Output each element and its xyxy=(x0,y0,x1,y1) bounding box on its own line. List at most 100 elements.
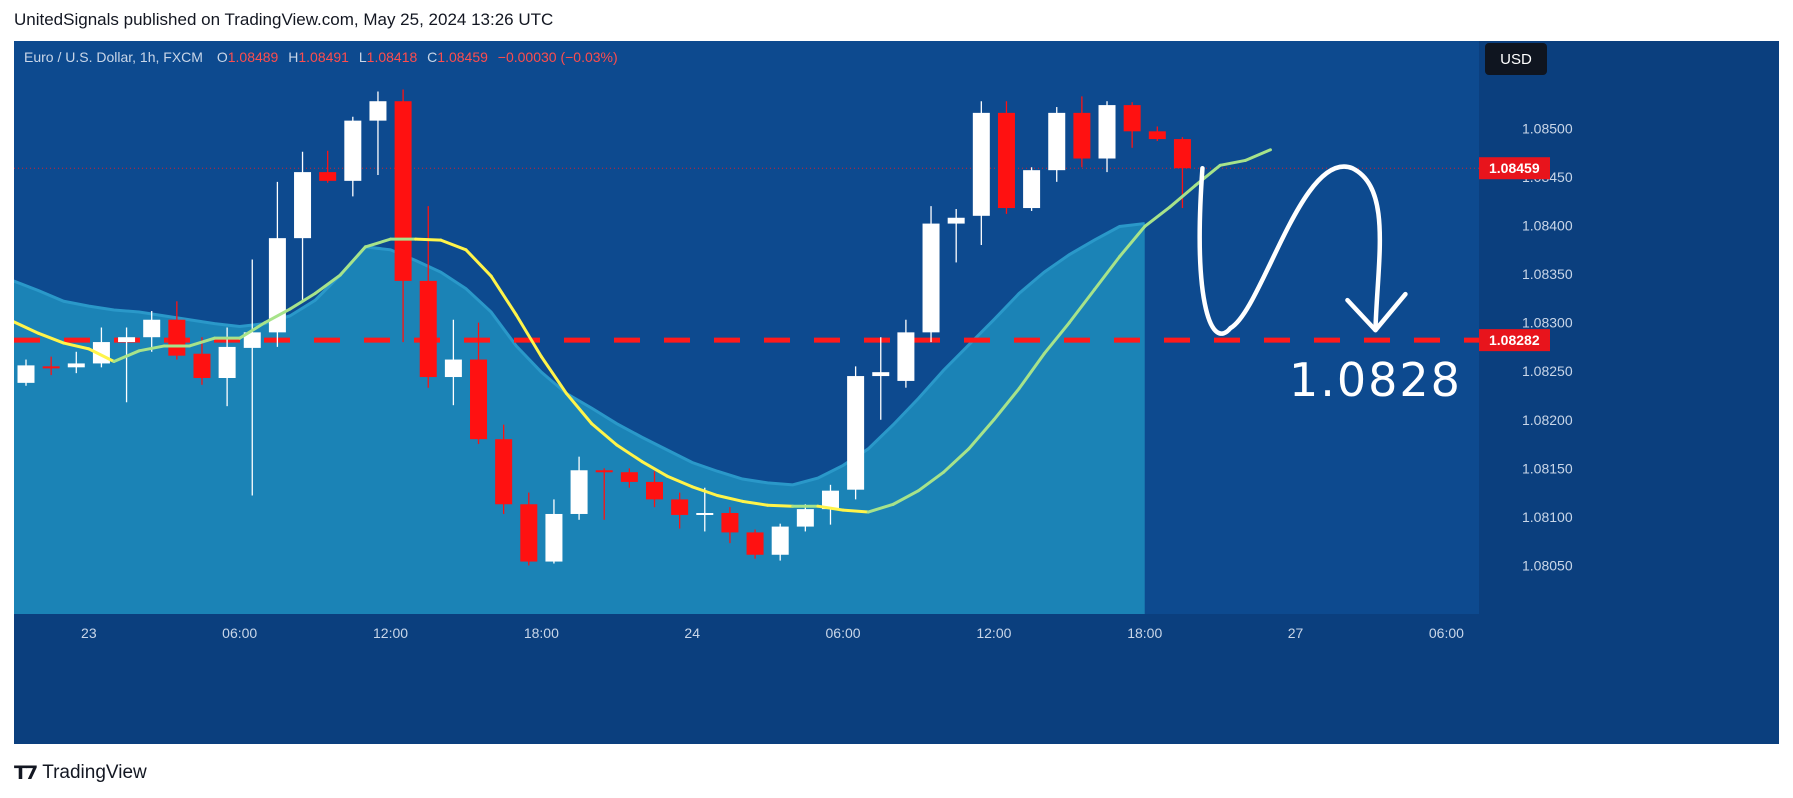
time-axis: 23 06:00 12:00 18:00 24 06:00 12:00 18:00 27 06:0… xyxy=(81,625,1464,641)
candle-up xyxy=(444,319,462,406)
price-tick-label: 1.08200 xyxy=(1522,412,1573,428)
candle-up xyxy=(897,319,915,388)
time-tick-label: 06:00 xyxy=(222,625,257,641)
candle-down xyxy=(620,468,638,488)
candle-body xyxy=(67,363,85,368)
price-tick-label: 1.08250 xyxy=(1522,363,1573,379)
ema-segment xyxy=(690,485,719,498)
ema-line xyxy=(14,148,1272,514)
candle-up xyxy=(118,327,136,403)
time-tick-label: 12:00 xyxy=(373,625,408,641)
candle-body xyxy=(419,280,437,378)
candle-body xyxy=(1098,105,1116,159)
moving-average-area xyxy=(14,222,1145,614)
open-value: 1.08489 xyxy=(228,49,279,65)
candle-down xyxy=(646,471,663,508)
ema-segment xyxy=(916,470,946,493)
ema-segment xyxy=(816,504,845,512)
candle-down xyxy=(495,424,513,514)
candle-body xyxy=(1073,112,1091,159)
change-value: −0.00030 (−0.03%) xyxy=(498,49,618,65)
candle-body xyxy=(771,526,789,555)
ema-segment xyxy=(37,331,66,345)
price-scale-panel[interactable] xyxy=(1479,41,1779,744)
ema-segment xyxy=(313,273,342,296)
ema-segment xyxy=(87,347,116,363)
chart-panel[interactable]: 1.0828 1.085001.084501.084001.083501.083… xyxy=(14,41,1779,744)
ema-segment xyxy=(1243,148,1272,162)
ema-segment xyxy=(1092,255,1122,292)
last-price-tag-bg xyxy=(1479,157,1550,180)
currency-badge[interactable]: USD xyxy=(1485,43,1547,75)
candle-body xyxy=(671,499,689,515)
projection-annotation: 1.0828 xyxy=(1197,164,1460,407)
ema-segment xyxy=(992,387,1021,422)
ema-segment xyxy=(615,443,644,464)
last-price-tag: 1.08459 xyxy=(1489,160,1540,176)
candle-body xyxy=(394,101,412,281)
candle-up xyxy=(143,310,161,352)
tradingview-logo-icon: T7 xyxy=(14,762,38,784)
ema-segment xyxy=(766,503,795,508)
ema-segment xyxy=(866,502,895,514)
ema-segment xyxy=(1218,158,1247,167)
candle-up xyxy=(344,116,362,197)
low-label: L xyxy=(359,49,367,65)
candle-body xyxy=(922,223,940,333)
candle-body xyxy=(369,101,387,121)
candle-body xyxy=(118,337,136,343)
footer-brand[interactable]: T7 TradingView xyxy=(14,762,147,784)
candle-body xyxy=(1173,139,1191,169)
ema-segment xyxy=(891,489,920,506)
symbol-legend[interactable]: Euro / U.S. Dollar, 1h, FXCM O1.08489 H1… xyxy=(24,49,618,65)
ema-segment xyxy=(288,292,317,311)
candle-down xyxy=(595,468,613,520)
ema-segment xyxy=(137,344,166,353)
ema-segment xyxy=(841,508,870,514)
candle-up xyxy=(369,91,387,176)
candle-up xyxy=(696,487,714,532)
candle-down xyxy=(1123,102,1141,148)
close-label: C xyxy=(427,49,437,65)
candle-body xyxy=(17,365,35,383)
price-tick-label: 1.08100 xyxy=(1522,509,1573,525)
candle-up xyxy=(1098,101,1116,173)
candle-down xyxy=(193,337,211,385)
low-value: 1.08418 xyxy=(367,49,418,65)
candle-down xyxy=(42,356,60,376)
ema-segment xyxy=(514,313,543,359)
price-tick-label: 1.08050 xyxy=(1522,557,1573,573)
close-value: 1.08459 xyxy=(437,49,488,65)
candle-body xyxy=(972,112,990,216)
ema-segment xyxy=(238,321,267,340)
candle-body xyxy=(268,238,286,333)
candle-down xyxy=(746,529,764,559)
candle-body xyxy=(796,509,814,527)
candles xyxy=(17,89,1191,566)
ema-segment xyxy=(1193,163,1222,188)
candle-up xyxy=(294,151,312,301)
ema-segment xyxy=(263,307,292,325)
candle-up xyxy=(218,327,236,407)
ema-segment xyxy=(439,238,468,252)
currency-badge-bg xyxy=(1485,43,1547,75)
ema-segment xyxy=(1017,352,1046,391)
ema-segment xyxy=(740,499,770,507)
candle-up xyxy=(771,523,789,561)
candle-up xyxy=(67,351,85,374)
candle-body xyxy=(620,472,638,482)
time-scale-panel[interactable] xyxy=(14,614,1479,744)
candlestick-chart[interactable]: 1.0828 1.085001.084501.084001.083501.083… xyxy=(14,41,1779,744)
ema-segment xyxy=(338,245,367,277)
candle-up xyxy=(872,337,890,420)
ema-segment xyxy=(1143,205,1172,228)
time-tick-label: 18:00 xyxy=(1127,625,1162,641)
candle-up xyxy=(972,101,990,245)
candle-body xyxy=(746,532,764,555)
candle-down xyxy=(1148,126,1166,142)
candle-body xyxy=(470,359,488,440)
candle-down xyxy=(419,206,437,388)
ema-segment xyxy=(715,494,744,503)
ema-segment xyxy=(942,447,971,474)
ema-segment xyxy=(414,237,443,242)
